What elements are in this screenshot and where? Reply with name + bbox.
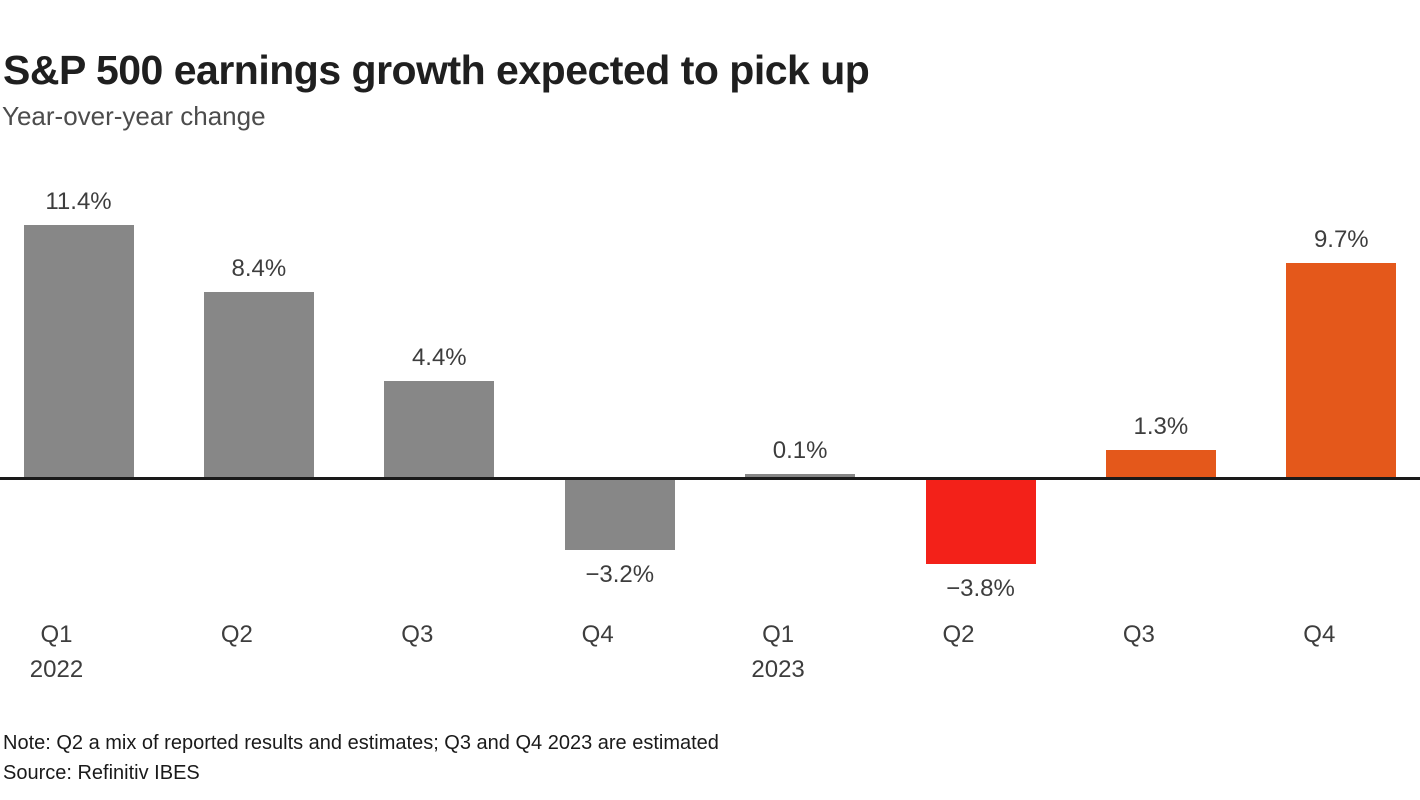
bar-q1-2022 bbox=[23, 225, 134, 479]
x-axis-quarter-label: Q1 bbox=[762, 621, 795, 648]
zero-axis-line bbox=[0, 477, 1420, 480]
bar-value-label: 4.4% bbox=[411, 344, 467, 371]
bar-value-label: 1.3% bbox=[1133, 413, 1189, 440]
x-axis-quarter-label: Q3 bbox=[401, 621, 434, 648]
x-axis-year-label: 2022 bbox=[29, 656, 84, 683]
bar-q4-2023 bbox=[1286, 263, 1397, 479]
bar-q3-2022 bbox=[384, 381, 495, 479]
bar-q1-2023 bbox=[745, 474, 856, 479]
x-axis-quarter-label: Q1 bbox=[40, 621, 73, 648]
x-axis-quarter-label: Q2 bbox=[220, 621, 253, 648]
bar-value-label: 8.4% bbox=[231, 255, 287, 282]
x-axis-quarter-label: Q4 bbox=[581, 621, 614, 648]
chart-title: S&P 500 earnings growth expected to pick… bbox=[3, 47, 870, 94]
x-axis-quarter-label: Q4 bbox=[1303, 621, 1336, 648]
chart-subtitle: Year-over-year change bbox=[2, 101, 266, 131]
bar-value-label: 11.4% bbox=[45, 188, 112, 215]
bar-value-label: −3.2% bbox=[585, 561, 655, 588]
chart-source: Source: Refinitiv IBES bbox=[3, 762, 200, 784]
x-axis-year-label: 2023 bbox=[751, 656, 805, 683]
bar-value-label: 9.7% bbox=[1313, 226, 1369, 253]
bar-value-label: −3.8% bbox=[946, 575, 1015, 602]
bar-q4-2022 bbox=[564, 479, 675, 550]
x-axis-quarter-label: Q3 bbox=[1122, 621, 1155, 648]
bar-q2-2022 bbox=[203, 292, 314, 479]
bar-q3-2023 bbox=[1105, 450, 1216, 479]
x-axis-quarter-label: Q2 bbox=[942, 621, 975, 648]
bar-value-label: 0.1% bbox=[772, 437, 828, 464]
bar-q2-2023 bbox=[925, 479, 1036, 564]
chart-note: Note: Q2 a mix of reported results and e… bbox=[3, 732, 719, 754]
